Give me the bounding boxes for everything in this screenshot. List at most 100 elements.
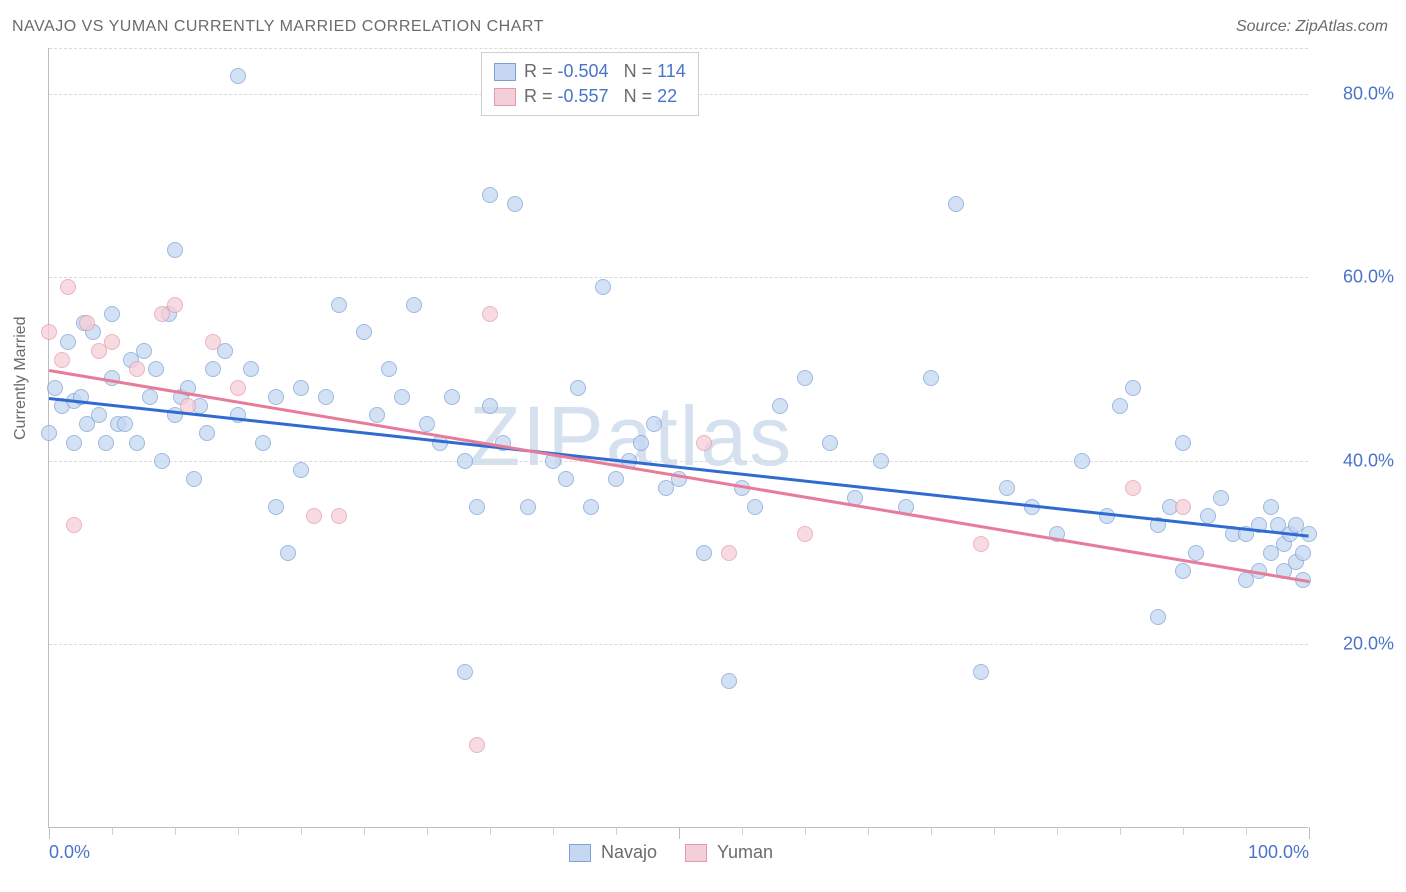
y-tick-label: 20.0% bbox=[1318, 634, 1394, 655]
scatter-point bbox=[129, 361, 145, 377]
chart-container: NAVAJO VS YUMAN CURRENTLY MARRIED CORREL… bbox=[0, 0, 1406, 892]
scatter-point bbox=[148, 361, 164, 377]
x-tick-minor bbox=[364, 827, 365, 835]
scatter-point bbox=[1150, 609, 1166, 625]
scatter-point bbox=[1125, 380, 1141, 396]
y-tick-label: 80.0% bbox=[1318, 83, 1394, 104]
legend-label: Navajo bbox=[601, 842, 657, 863]
scatter-point bbox=[469, 499, 485, 515]
x-tick-minor bbox=[868, 827, 869, 835]
scatter-point bbox=[104, 306, 120, 322]
scatter-point bbox=[646, 416, 662, 432]
trend-line bbox=[49, 397, 1309, 538]
scatter-point bbox=[331, 508, 347, 524]
scatter-point bbox=[129, 435, 145, 451]
x-tick-major bbox=[679, 827, 680, 839]
scatter-point bbox=[973, 664, 989, 680]
scatter-point bbox=[923, 370, 939, 386]
scatter-point bbox=[633, 435, 649, 451]
scatter-point bbox=[457, 453, 473, 469]
scatter-point bbox=[41, 324, 57, 340]
watermark: ZIPatlas bbox=[469, 388, 793, 485]
x-tick-minor bbox=[1246, 827, 1247, 835]
scatter-point bbox=[1074, 453, 1090, 469]
legend-swatch bbox=[569, 844, 591, 862]
scatter-point bbox=[457, 664, 473, 680]
scatter-point bbox=[293, 380, 309, 396]
scatter-point bbox=[482, 398, 498, 414]
scatter-point bbox=[199, 425, 215, 441]
scatter-point bbox=[797, 526, 813, 542]
scatter-point bbox=[721, 673, 737, 689]
scatter-point bbox=[1175, 435, 1191, 451]
scatter-point bbox=[98, 435, 114, 451]
scatter-point bbox=[331, 297, 347, 313]
stats-text: R = -0.557 N = 22 bbox=[524, 86, 677, 107]
scatter-point bbox=[167, 242, 183, 258]
grid-line bbox=[49, 48, 1308, 49]
legend-swatch bbox=[494, 63, 516, 81]
stats-row: R = -0.557 N = 22 bbox=[494, 84, 686, 109]
x-tick-minor bbox=[742, 827, 743, 835]
scatter-point bbox=[306, 508, 322, 524]
scatter-point bbox=[255, 435, 271, 451]
plot-area: ZIPatlas 20.0%40.0%60.0%80.0%0.0%100.0%R… bbox=[48, 48, 1308, 828]
y-tick-label: 60.0% bbox=[1318, 267, 1394, 288]
source-attribution: Source: ZipAtlas.com bbox=[1236, 18, 1388, 36]
scatter-point bbox=[66, 517, 82, 533]
scatter-point bbox=[318, 389, 334, 405]
x-tick-minor bbox=[553, 827, 554, 835]
scatter-point bbox=[973, 536, 989, 552]
scatter-point bbox=[696, 435, 712, 451]
scatter-point bbox=[79, 315, 95, 331]
scatter-point bbox=[721, 545, 737, 561]
scatter-point bbox=[1175, 563, 1191, 579]
x-tick-minor bbox=[175, 827, 176, 835]
scatter-point bbox=[280, 545, 296, 561]
grid-line bbox=[49, 277, 1308, 278]
scatter-point bbox=[1125, 480, 1141, 496]
scatter-point bbox=[54, 352, 70, 368]
scatter-point bbox=[47, 380, 63, 396]
scatter-point bbox=[1188, 545, 1204, 561]
legend-label: Yuman bbox=[717, 842, 773, 863]
x-tick-major bbox=[49, 827, 50, 839]
legend-swatch bbox=[685, 844, 707, 862]
series-legend: Navajo Yuman bbox=[569, 842, 791, 863]
scatter-point bbox=[91, 407, 107, 423]
x-tick-minor bbox=[1120, 827, 1121, 835]
scatter-point bbox=[41, 425, 57, 441]
scatter-point bbox=[117, 416, 133, 432]
scatter-point bbox=[406, 297, 422, 313]
x-tick-minor bbox=[931, 827, 932, 835]
scatter-point bbox=[1213, 490, 1229, 506]
grid-line bbox=[49, 461, 1308, 462]
scatter-point bbox=[570, 380, 586, 396]
scatter-point bbox=[154, 453, 170, 469]
scatter-point bbox=[381, 361, 397, 377]
grid-line bbox=[49, 644, 1308, 645]
x-tick-label: 100.0% bbox=[1248, 842, 1309, 863]
scatter-point bbox=[394, 389, 410, 405]
x-tick-minor bbox=[427, 827, 428, 835]
scatter-point bbox=[1263, 499, 1279, 515]
scatter-point bbox=[356, 324, 372, 340]
legend-swatch bbox=[494, 88, 516, 106]
scatter-point bbox=[230, 380, 246, 396]
x-tick-minor bbox=[805, 827, 806, 835]
scatter-point bbox=[999, 480, 1015, 496]
x-tick-label: 0.0% bbox=[49, 842, 90, 863]
scatter-point bbox=[60, 334, 76, 350]
scatter-point bbox=[482, 306, 498, 322]
scatter-point bbox=[520, 499, 536, 515]
scatter-point bbox=[293, 462, 309, 478]
scatter-point bbox=[369, 407, 385, 423]
scatter-point bbox=[797, 370, 813, 386]
scatter-point bbox=[66, 435, 82, 451]
x-tick-minor bbox=[1057, 827, 1058, 835]
x-tick-minor bbox=[1183, 827, 1184, 835]
y-tick-label: 40.0% bbox=[1318, 450, 1394, 471]
scatter-point bbox=[772, 398, 788, 414]
scatter-point bbox=[268, 389, 284, 405]
scatter-point bbox=[822, 435, 838, 451]
